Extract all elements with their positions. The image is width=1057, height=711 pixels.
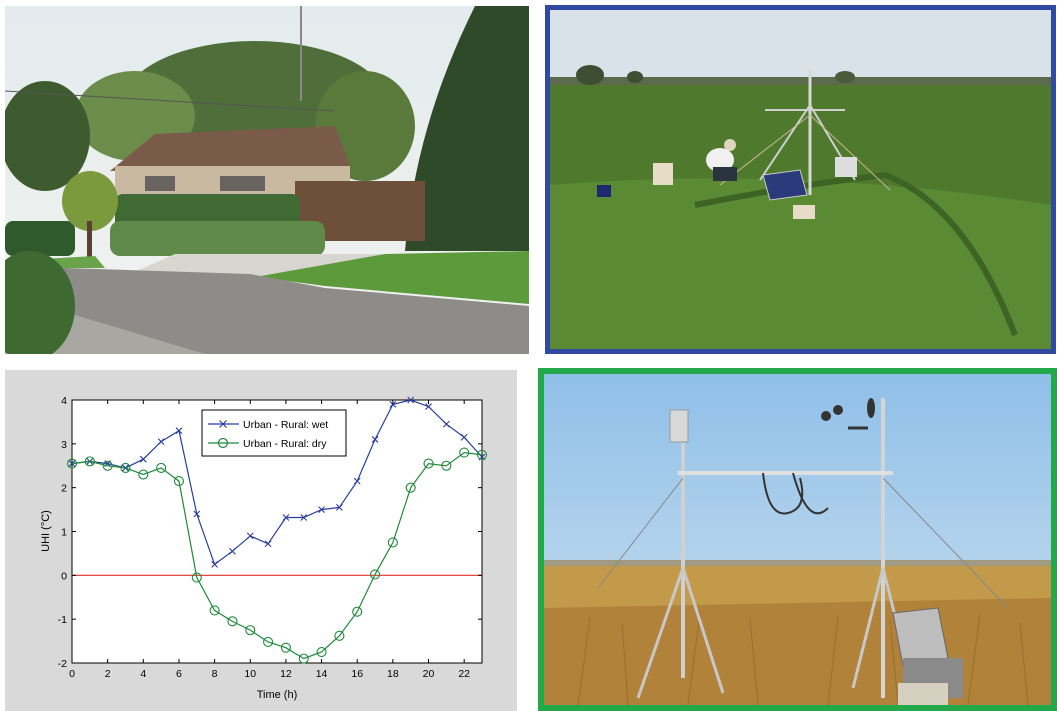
y-axis-label: UHI (°C) <box>40 510 52 552</box>
data-point-wet <box>300 514 308 521</box>
data-point-wet <box>175 427 183 435</box>
data-point-dry <box>120 462 131 473</box>
x-tick-label: 16 <box>351 668 363 680</box>
y-tick-label: -2 <box>58 658 67 670</box>
data-point-dry <box>352 606 363 617</box>
y-tick-label: 4 <box>61 395 67 407</box>
y-tick-label: 1 <box>61 527 67 539</box>
x-axis-label: Time (h) <box>257 689 298 701</box>
data-point-dry <box>316 646 327 658</box>
data-point-dry <box>245 625 256 636</box>
dry-rural-site-photo-drawing <box>544 374 1051 706</box>
urban-site-photo-drawing <box>5 6 529 354</box>
data-point-wet <box>425 403 432 410</box>
legend-marker-wet <box>219 420 227 428</box>
data-point-wet <box>246 532 254 540</box>
x-tick-label: 8 <box>212 668 218 680</box>
x-tick-label: 4 <box>140 668 146 680</box>
data-point-dry <box>441 460 452 471</box>
x-tick-label: 14 <box>316 668 328 680</box>
y-tick-label: 0 <box>61 570 67 582</box>
series-line-wet <box>71 399 483 566</box>
data-point-dry <box>405 482 416 493</box>
wet-rural-site-photo <box>545 5 1056 354</box>
data-point-wet <box>460 433 468 441</box>
legend-box <box>201 409 347 457</box>
uhi-chart-panel: 0 2 4 6 8 10 12 14 16 18 20 22 -2 -1 0 1 2 3 4 Time (h) UH… <box>5 370 517 711</box>
x-tick-label: 12 <box>280 668 292 680</box>
data-point-dry <box>334 630 345 641</box>
x-tick-label: 6 <box>176 668 182 680</box>
data-point-wet <box>318 506 325 513</box>
data-point-wet <box>193 510 201 518</box>
data-point-wet <box>389 400 397 408</box>
data-point-dry <box>476 449 488 460</box>
wet-rural-site-photo-drawing <box>550 10 1051 349</box>
x-tick-label: 18 <box>387 668 399 680</box>
data-point-wet <box>157 438 165 446</box>
x-tick-label: 22 <box>458 668 470 680</box>
y-tick-label: 2 <box>61 483 67 495</box>
data-point-dry <box>423 458 434 469</box>
data-point-dry <box>66 458 78 469</box>
data-point-dry <box>102 460 113 471</box>
data-point-dry <box>459 447 470 458</box>
legend-label-wet: Urban - Rural: wet <box>243 419 328 431</box>
data-point-dry <box>387 537 398 548</box>
data-point-dry <box>263 636 274 648</box>
y-tick-label: 3 <box>61 439 67 451</box>
data-point-dry <box>209 605 220 616</box>
data-point-dry <box>138 469 149 480</box>
dry-rural-site-photo <box>538 368 1057 711</box>
data-point-dry <box>191 572 202 583</box>
data-point-dry <box>227 616 238 627</box>
x-tick-label: 2 <box>105 668 111 680</box>
data-point-wet <box>336 504 343 511</box>
data-point-wet <box>211 560 218 568</box>
x-tick-label: 0 <box>69 668 75 680</box>
data-point-dry <box>369 569 381 580</box>
data-point-wet <box>442 420 450 428</box>
legend-label-dry: Urban - Rural: dry <box>243 438 327 450</box>
x-tick-label: 10 <box>244 668 256 680</box>
data-point-wet <box>229 547 236 555</box>
legend-marker-dry <box>217 437 229 449</box>
data-point-dry <box>280 642 291 653</box>
data-point-dry <box>298 653 309 664</box>
data-point-wet <box>139 455 147 463</box>
y-tick-label: -1 <box>58 614 67 626</box>
data-point-wet <box>264 540 272 548</box>
chart-legend: Urban - Rural: wet Urban - Rural: dry <box>201 409 347 457</box>
data-point-dry <box>156 462 167 473</box>
data-point-wet <box>282 514 290 521</box>
data-point-wet <box>407 396 415 404</box>
data-point-dry <box>173 476 185 487</box>
urban-site-photo <box>5 6 529 354</box>
data-point-wet <box>371 436 379 443</box>
x-tick-label: 20 <box>423 668 435 680</box>
data-point-wet <box>353 477 361 485</box>
data-point-dry <box>84 456 95 467</box>
